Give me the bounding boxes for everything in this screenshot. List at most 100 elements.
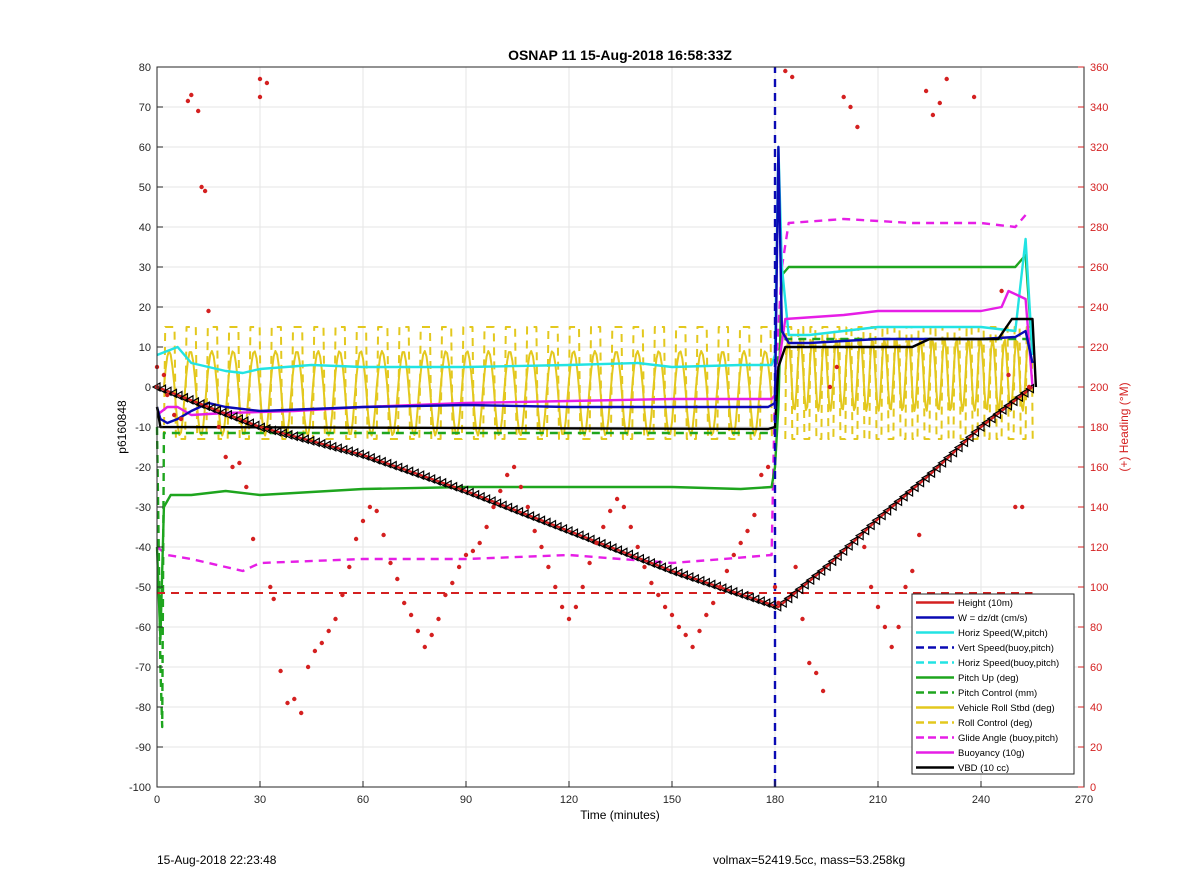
y-tick-label: -70 (135, 662, 151, 674)
heading-point (814, 670, 819, 676)
heading-point (340, 592, 345, 598)
legend: Height (10m) W = dz/dt (cm/s) Horiz Speed(… (911, 593, 1075, 775)
depth-marker (388, 460, 397, 471)
heading-point (353, 536, 359, 542)
depth-marker (420, 472, 430, 483)
legend-label: Horiz Speed(buoy,pitch) (958, 658, 1059, 669)
depth-marker (854, 530, 864, 541)
depth-marker (519, 508, 529, 519)
depth-marker (1019, 387, 1029, 398)
heading-point (868, 584, 874, 590)
depth-marker (629, 551, 639, 562)
depth-marker (953, 442, 963, 453)
depth-marker (206, 403, 216, 414)
depth-marker (464, 487, 474, 498)
heading-point (930, 112, 936, 118)
heading-point (463, 552, 469, 558)
heading-point (910, 568, 915, 574)
y-tick-label: 60 (139, 142, 151, 154)
heading-point (1006, 372, 1011, 378)
series-5 (155, 253, 1034, 641)
depth-marker (805, 575, 815, 586)
heading-point (484, 524, 489, 530)
depth-marker (580, 532, 590, 543)
depth-marker (1003, 400, 1013, 411)
y-tick-label: -10 (135, 422, 151, 434)
heading-point (443, 592, 448, 598)
heading-point (250, 536, 256, 542)
heading-point (711, 600, 716, 606)
x-tick-label: 210 (869, 794, 887, 806)
depth-marker (415, 470, 425, 481)
heading-point (189, 92, 194, 98)
y-tick-label: 50 (139, 182, 151, 194)
depth-marker (530, 513, 540, 524)
depth-marker (596, 538, 606, 549)
depth-marker (234, 413, 243, 425)
heading-point (745, 528, 750, 534)
y-tick-label: 0 (145, 382, 151, 394)
depth-marker (569, 528, 579, 539)
depth-marker (673, 568, 683, 579)
legend-label: W = dz/dt (cm/s) (958, 613, 1027, 624)
y-tick-label: -60 (135, 622, 151, 634)
x-tick-label: 90 (460, 794, 472, 806)
depth-marker (245, 418, 254, 429)
heading-point (834, 364, 839, 370)
series-vehicle-roll-2 (784, 338, 1030, 412)
heading-point (525, 504, 530, 510)
depth-marker (168, 388, 178, 399)
heading-point (285, 700, 290, 706)
heading-point (862, 544, 867, 550)
heading-point (800, 616, 805, 622)
legend-label: VBD (10 cc) (958, 763, 1009, 774)
depth-marker (750, 594, 760, 605)
footer-timestamp: 15-Aug-2018 22:23:48 (157, 853, 277, 867)
depth-marker (431, 475, 441, 486)
heading-point (903, 584, 908, 590)
heading-point (237, 460, 242, 466)
y-right-tick-label: 320 (1090, 142, 1108, 154)
heading-point (793, 564, 798, 570)
heading-point (614, 496, 620, 502)
depth-marker (816, 565, 826, 577)
y-tick-label: -80 (135, 702, 151, 714)
heading-point (923, 88, 929, 94)
heading-point (450, 580, 455, 586)
y-right-tick-label: 20 (1090, 742, 1102, 754)
depth-marker (882, 505, 892, 516)
depth-marker (695, 575, 705, 586)
heading-point (511, 464, 517, 470)
depth-marker (734, 588, 743, 599)
heading-point (1020, 504, 1025, 510)
depth-marker (470, 489, 480, 500)
heading-point (278, 668, 283, 674)
depth-marker (970, 427, 980, 438)
depth-marker (794, 584, 804, 595)
depth-marker (1008, 396, 1018, 407)
depth-marker (195, 399, 205, 410)
heading-point (889, 644, 894, 650)
y-tick-label: 20 (139, 302, 151, 314)
depth-marker (547, 519, 557, 530)
heading-point (697, 628, 702, 634)
y-right-tick-label: 220 (1090, 342, 1108, 354)
depth-marker (393, 462, 403, 473)
heading-point (532, 528, 537, 534)
depth-marker (217, 407, 227, 418)
depth-marker (942, 452, 952, 463)
depth-marker (756, 596, 765, 607)
depth-marker (662, 564, 672, 575)
depth-marker (701, 577, 710, 588)
heading-point (505, 472, 510, 478)
legend-label: Glide Angle (buoy,pitch) (958, 733, 1058, 744)
heading-point (717, 584, 723, 590)
heading-point (848, 104, 853, 110)
depth-marker (657, 562, 666, 573)
heading-point (765, 464, 771, 470)
depth-marker (898, 491, 908, 502)
heading-point (271, 596, 276, 602)
heading-point (999, 288, 1004, 294)
heading-point (347, 564, 352, 570)
